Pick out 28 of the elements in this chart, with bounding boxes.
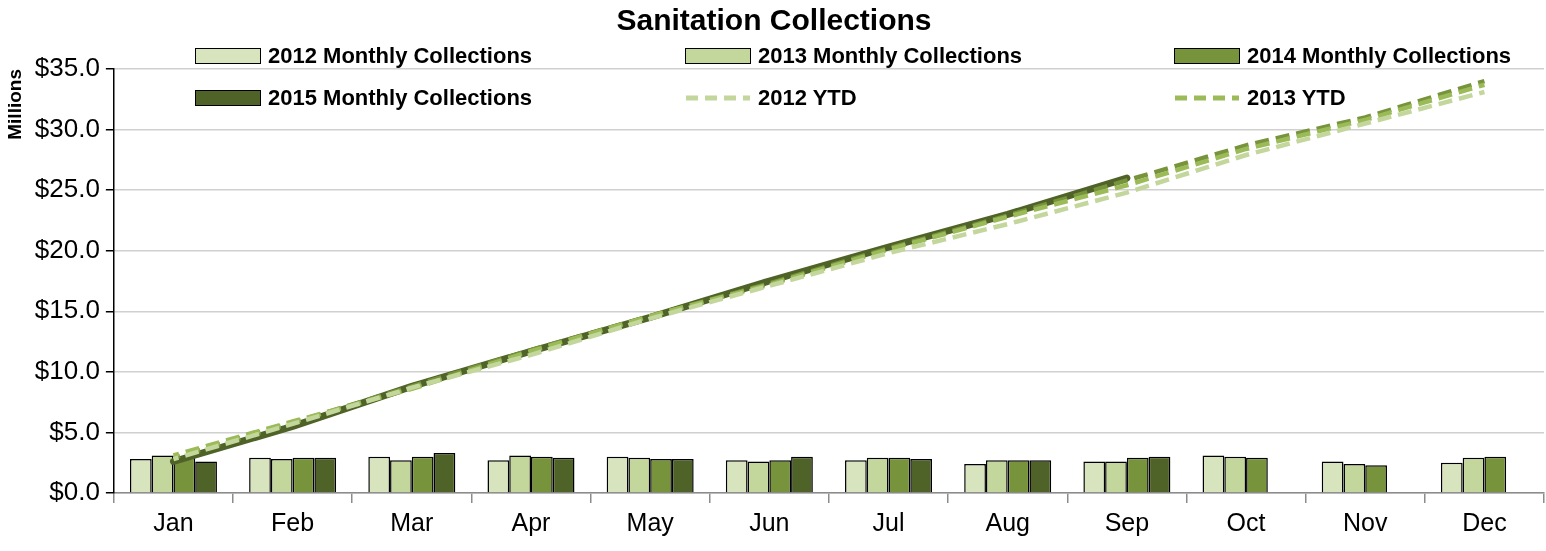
x-tick-label: Oct (1226, 507, 1266, 536)
y-tick-label: $25.0 (34, 173, 100, 204)
x-tick-label: Nov (1343, 507, 1388, 536)
x-tick-label: Mar (390, 507, 434, 536)
x-tick-label: Jun (749, 507, 790, 536)
legend-label: 2013 Monthly Collections (758, 43, 1023, 69)
chart-title: Sanitation Collections (616, 3, 932, 37)
legend-label: 2015 Monthly Collections (268, 85, 533, 111)
y-tick-label: $5.0 (49, 415, 100, 446)
x-tick-label: Apr (511, 507, 551, 536)
y-axis-title: Millions (3, 69, 25, 140)
y-tick-label: $20.0 (34, 233, 100, 264)
legend-label: 2013 YTD (1247, 85, 1346, 111)
x-tick-label: Aug (985, 507, 1030, 536)
y-tick-label: $35.0 (34, 52, 100, 83)
y-tick-label: $0.0 (49, 476, 100, 507)
legend-label: 2012 YTD (758, 85, 857, 111)
x-tick-label: Jan (153, 507, 194, 536)
legend-label: 2014 Monthly Collections (1247, 43, 1512, 69)
x-tick-label: Dec (1462, 507, 1507, 536)
legend-label: 2012 Monthly Collections (268, 43, 533, 69)
x-tick-label: Jul (872, 507, 905, 536)
y-tick-label: $15.0 (34, 294, 100, 325)
x-tick-label: May (626, 507, 675, 536)
y-tick-label: $30.0 (34, 112, 100, 143)
y-tick-label: $10.0 (34, 355, 100, 386)
x-tick-label: Sep (1104, 507, 1150, 536)
x-tick-label: Feb (271, 507, 315, 536)
